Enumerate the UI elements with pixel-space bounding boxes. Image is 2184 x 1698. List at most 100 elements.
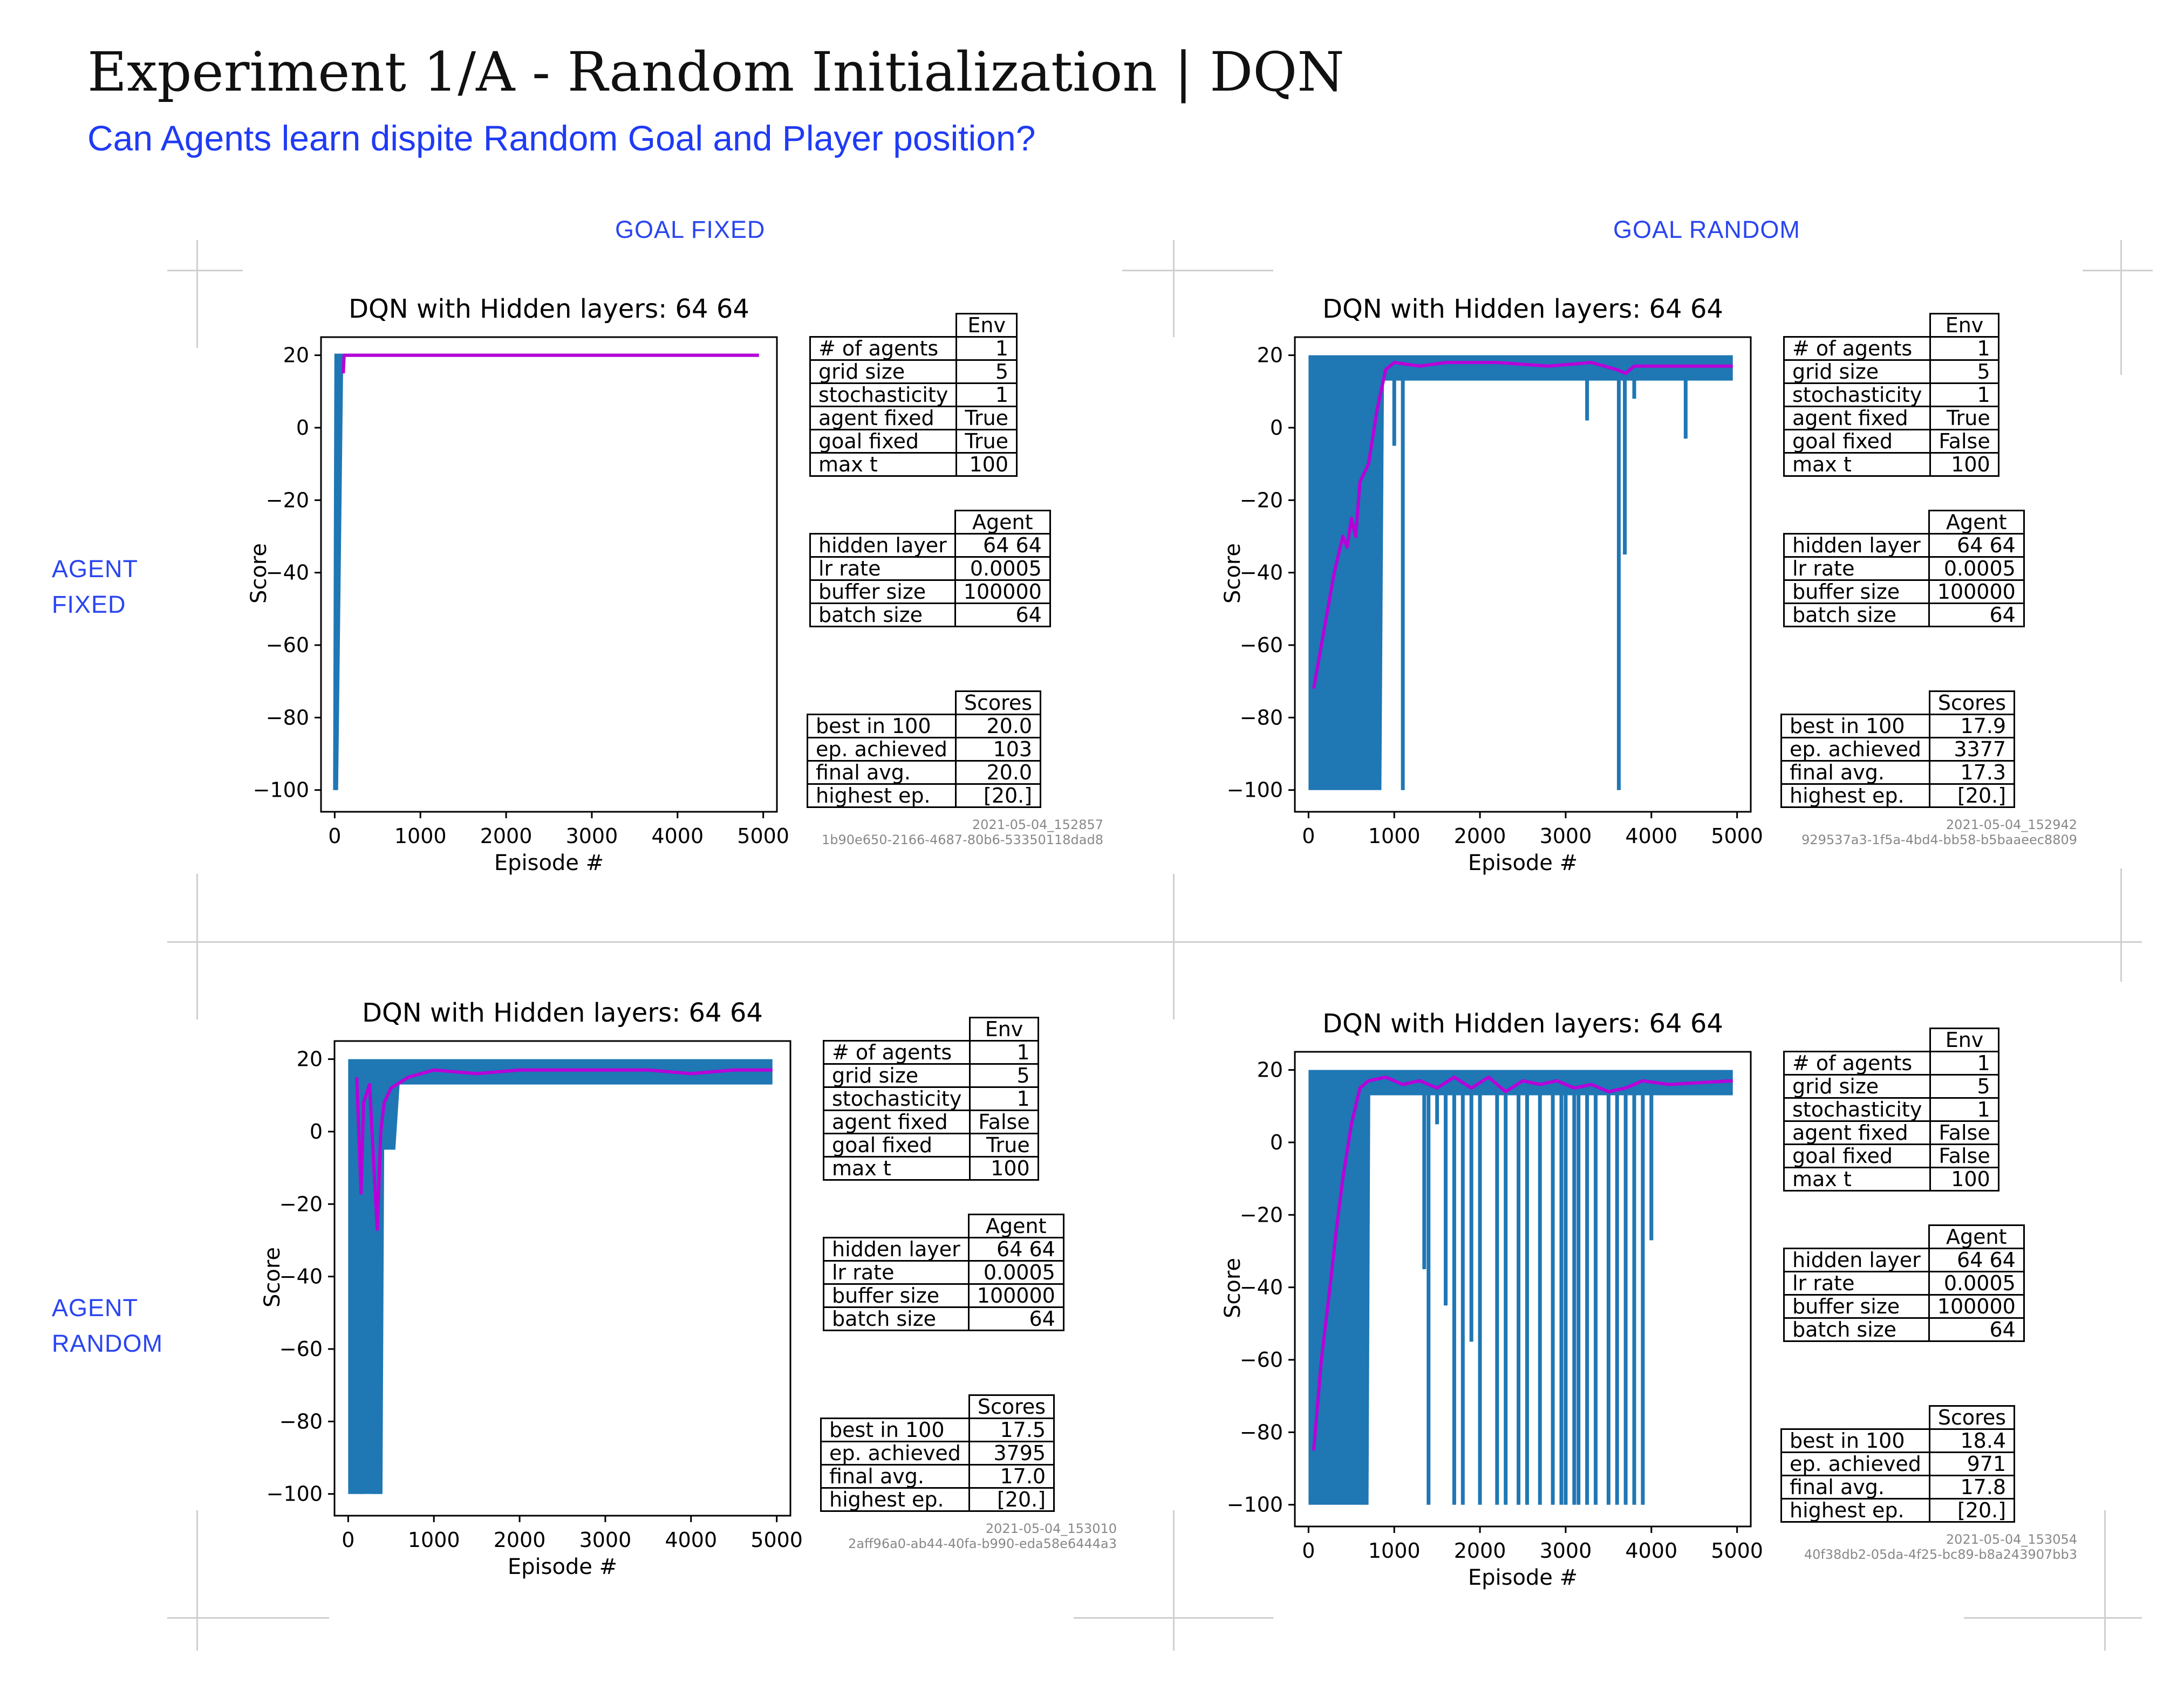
table-row: lr rate 0.0005 bbox=[1783, 556, 2025, 581]
x-axis-label: Episode # bbox=[1468, 1565, 1578, 1590]
table-row: batch size 64 bbox=[809, 602, 1051, 627]
raw-score-band bbox=[1308, 1070, 1733, 1505]
y-tick-label: −40 bbox=[279, 1265, 323, 1289]
row-value: 100000 bbox=[1928, 579, 2025, 604]
x-tick-label: 5000 bbox=[1711, 824, 1763, 848]
row-label: best in 100 bbox=[820, 1418, 970, 1442]
chart-panel: 20 0 −20 −40 −60 −80 −100 0 1000 2000 3000 4000 5000… bbox=[1179, 1001, 2096, 1621]
row-label: agent fixed bbox=[809, 406, 958, 430]
x-tick-label: 0 bbox=[328, 824, 341, 848]
table-row: batch size 64 bbox=[823, 1306, 1064, 1331]
table-row: max t 100 bbox=[809, 452, 1018, 477]
crop-mark bbox=[2120, 240, 2122, 375]
row-value: 17.5 bbox=[968, 1418, 1055, 1442]
table-row: hidden layer 64 64 bbox=[1783, 533, 2025, 558]
table-row: best in 100 18.4 bbox=[1780, 1428, 2016, 1453]
row-label: lr rate bbox=[809, 556, 956, 581]
table-row: highest ep. [20.] bbox=[1780, 783, 2016, 808]
table-row: best in 100 17.9 bbox=[1780, 714, 2016, 738]
row-value: 0.0005 bbox=[954, 556, 1051, 581]
y-tick-label: −40 bbox=[266, 561, 309, 585]
row-value: 18.4 bbox=[1928, 1428, 2016, 1453]
table-row: batch size 64 bbox=[1783, 1317, 2025, 1342]
row-value: 3377 bbox=[1928, 737, 2016, 762]
x-tick-label: 4000 bbox=[651, 824, 704, 848]
row-value: [20.] bbox=[968, 1487, 1055, 1512]
row-value: 1 bbox=[1929, 382, 1999, 407]
row-value: 1 bbox=[969, 1086, 1039, 1111]
agent-table: Agent hidden layer 64 64 lr rate 0.0005 buffe… bbox=[823, 1214, 1064, 1331]
row-value: 5 bbox=[1929, 359, 1999, 384]
row-label: goal fixed bbox=[1783, 1144, 1932, 1168]
crop-mark bbox=[196, 240, 198, 348]
row-value: 1 bbox=[1929, 1051, 1999, 1076]
row-value: [20.] bbox=[1928, 1498, 2016, 1523]
row-label: max t bbox=[822, 1156, 971, 1181]
table-row: agent fixed False bbox=[822, 1110, 1039, 1134]
plot-area bbox=[333, 353, 759, 790]
y-axis-label: Score bbox=[1220, 1257, 1245, 1319]
plot-area bbox=[1308, 355, 1733, 790]
y-tick-label: −100 bbox=[1227, 778, 1283, 802]
run-stamp: 2021-05-04_153054 40f38db2-05da-4f25-bc89… bbox=[1804, 1532, 2077, 1562]
raw-score-band bbox=[335, 355, 759, 790]
scores-table: Scores best in 100 20.0 ep. achieved 103 fina… bbox=[807, 690, 1042, 808]
row-value: True bbox=[956, 429, 1018, 454]
agent-table: Agent hidden layer 64 64 lr rate 0.0005 buffe… bbox=[1783, 1224, 2025, 1342]
y-tick-label: 0 bbox=[1270, 416, 1283, 440]
row-value: False bbox=[969, 1110, 1039, 1134]
run-timestamp: 2021-05-04_152942 bbox=[1946, 817, 2077, 832]
table-row: buffer size 100000 bbox=[1783, 579, 2025, 604]
row-value: [20.] bbox=[1928, 783, 2016, 808]
row-value: False bbox=[1929, 429, 1999, 454]
env-table-header: Env bbox=[969, 1017, 1039, 1042]
table-row: best in 100 17.5 bbox=[820, 1418, 1055, 1442]
table-row: ep. achieved 3795 bbox=[820, 1441, 1055, 1466]
row-label: goal fixed bbox=[822, 1133, 971, 1158]
table-row: goal fixed False bbox=[1783, 1144, 1999, 1168]
row-value: 20.0 bbox=[954, 714, 1042, 738]
row-value: 100 bbox=[969, 1156, 1039, 1181]
x-tick-label: 0 bbox=[342, 1528, 354, 1552]
row-label: # of agents bbox=[809, 336, 958, 361]
row-value: 17.3 bbox=[1928, 760, 2016, 785]
row-label: batch size bbox=[1783, 602, 1930, 627]
row-label: batch size bbox=[1783, 1317, 1930, 1342]
y-axis-label: Score bbox=[1220, 543, 1245, 604]
y-tick-label: −100 bbox=[267, 1482, 323, 1506]
row-label: buffer size bbox=[823, 1283, 970, 1308]
row-label: agent fixed bbox=[1783, 1120, 1932, 1145]
row-label: agent fixed bbox=[1783, 406, 1932, 430]
y-tick-label: −80 bbox=[266, 706, 309, 729]
row-value: False bbox=[1929, 1144, 1999, 1168]
row-value: 64 bbox=[967, 1306, 1064, 1331]
crop-mark bbox=[1173, 1510, 1175, 1651]
y-axis-label: Score bbox=[247, 543, 271, 604]
row-value: 20.0 bbox=[954, 760, 1042, 785]
row-label: hidden layer bbox=[1783, 1248, 1930, 1272]
run-stamp: 2021-05-04_152857 1b90e650-2166-4687-80b6… bbox=[822, 817, 1103, 847]
row-label: buffer size bbox=[1783, 1294, 1930, 1319]
x-tick-label: 2000 bbox=[494, 1528, 546, 1552]
row-header-agent-fixed: AGENT FIXED bbox=[52, 555, 139, 618]
run-stamp: 2021-05-04_153010 2aff96a0-ab44-40fa-b990… bbox=[848, 1521, 1117, 1551]
row-value: 64 64 bbox=[1928, 533, 2025, 558]
y-tick-label: −40 bbox=[1240, 1276, 1283, 1299]
y-tick-label: 20 bbox=[1257, 344, 1283, 367]
row-value: 17.8 bbox=[1928, 1475, 2016, 1500]
row-label: highest ep. bbox=[820, 1487, 970, 1512]
x-tick-label: 1000 bbox=[1368, 1539, 1421, 1563]
avg-score-line bbox=[342, 353, 759, 374]
chart-svg: 20 0 −20 −40 −60 −80 −100 0 1000 2000 3000 4000 5000 bbox=[267, 1040, 803, 1552]
row-label: best in 100 bbox=[807, 714, 957, 738]
row-value: 0.0005 bbox=[1928, 1271, 2025, 1296]
x-tick-label: 1000 bbox=[394, 824, 447, 848]
row-label: max t bbox=[809, 452, 958, 477]
x-tick-label: 5000 bbox=[750, 1528, 803, 1552]
table-row: # of agents 1 bbox=[1783, 1051, 1999, 1076]
run-id: 2aff96a0-ab44-40fa-b990-eda58e6444a3 bbox=[848, 1536, 1117, 1551]
row-label: lr rate bbox=[823, 1260, 970, 1285]
row-label: lr rate bbox=[1783, 556, 1930, 581]
table-row: ep. achieved 971 bbox=[1780, 1451, 2016, 1476]
row-value: 1 bbox=[969, 1040, 1039, 1065]
